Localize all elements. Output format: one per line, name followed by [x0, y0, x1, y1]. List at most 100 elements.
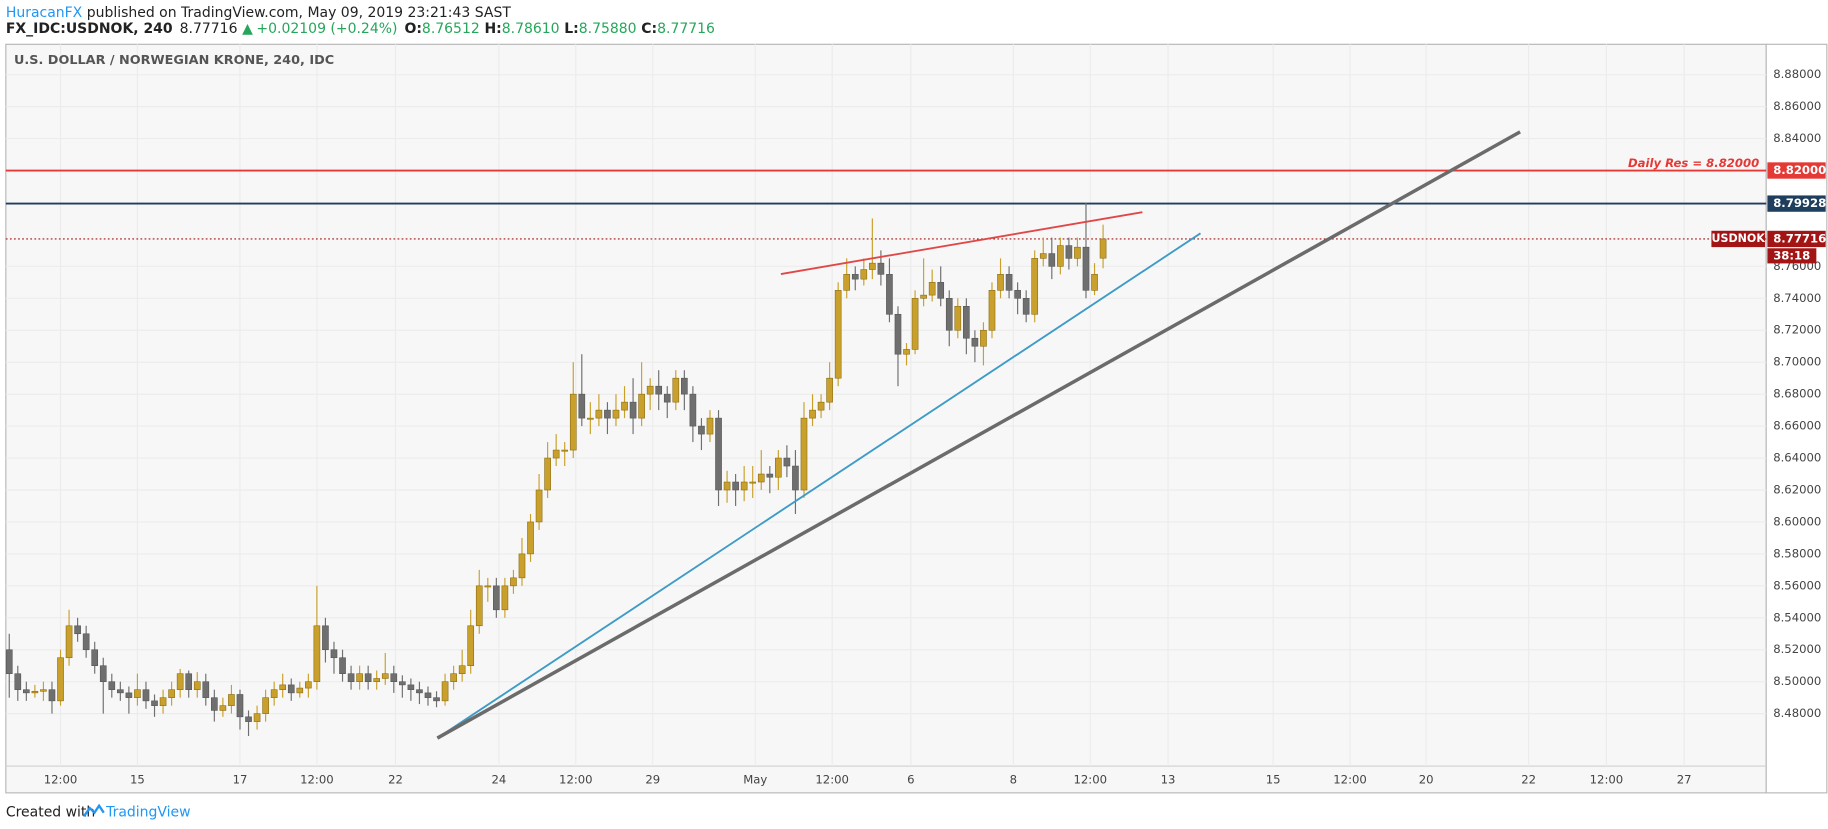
candle-body — [475, 585, 483, 627]
candle-body — [407, 684, 415, 690]
candle-body — [176, 673, 184, 690]
y-tick-label: 8.52000 — [1773, 642, 1821, 656]
x-tick-label: 22 — [1521, 773, 1536, 787]
plot-area — [5, 43, 1767, 794]
candle-body — [253, 713, 261, 722]
candle-body — [5, 649, 13, 674]
candle-body — [1074, 246, 1081, 259]
x-tick-label: 20 — [1419, 773, 1434, 787]
created-with: Created with — [6, 805, 95, 821]
candle-body — [723, 481, 731, 491]
line-annotation: Daily Res = 8.82000 — [1628, 156, 1759, 170]
ohlc-key: C: — [641, 21, 657, 37]
x-tick-label: 8 — [1010, 773, 1017, 787]
candle-body — [826, 377, 833, 403]
candle-body — [886, 274, 893, 315]
trend-line — [436, 232, 1202, 739]
candle-body — [578, 393, 586, 419]
x-tick-label: 22 — [388, 773, 403, 787]
candle-body — [971, 337, 979, 347]
candle-body — [14, 673, 22, 690]
candle-body — [134, 689, 141, 698]
candle-body — [501, 585, 509, 611]
candle-body — [1048, 253, 1056, 267]
candle-body — [800, 417, 808, 491]
candle-body — [604, 409, 611, 419]
price-box — [1767, 195, 1826, 212]
y-tick-label: 8.48000 — [1773, 706, 1821, 720]
candle-body — [458, 665, 466, 674]
candle-body — [775, 457, 782, 478]
candle-body — [911, 298, 919, 350]
y-tick-label: 8.60000 — [1773, 514, 1821, 528]
ohlc-key: O: — [404, 21, 421, 37]
y-tick-label: 8.54000 — [1773, 610, 1821, 624]
candle-body — [1065, 245, 1073, 259]
author[interactable]: HuracanFX — [6, 5, 83, 21]
candle-body — [245, 716, 252, 722]
candle-body — [894, 313, 902, 355]
axis-labels: 8.48000 8.50000 8.52000 8.54000 8.56000 8.580… — [44, 67, 1826, 786]
trend-line — [436, 130, 1521, 740]
candle-body — [569, 393, 577, 451]
candle-body — [954, 305, 962, 331]
candle-body — [749, 481, 757, 484]
candle-body — [817, 401, 825, 411]
horizontal-lines — [5, 169, 1767, 240]
x-tick-label: 12:00 — [559, 773, 593, 787]
candle-body — [441, 681, 449, 702]
candle-body — [663, 393, 671, 403]
candle-body — [766, 473, 774, 478]
candle-body — [809, 409, 816, 419]
candle-body — [997, 274, 1004, 291]
ohlc-key: H: — [484, 21, 501, 37]
candle-body — [202, 681, 210, 698]
candle-body — [1091, 274, 1098, 291]
price-box-label: 8.79928 — [1773, 196, 1826, 210]
brand[interactable]: TradingView — [105, 805, 190, 821]
candle-body — [31, 690, 39, 694]
change-arrow: ▲ — [242, 21, 253, 37]
x-tick-label: 17 — [233, 773, 248, 787]
x-tick-label: 12:00 — [300, 773, 334, 787]
candle-body — [168, 689, 175, 698]
candle-body — [834, 290, 842, 379]
candle-body — [535, 489, 543, 523]
candle-body — [672, 377, 680, 403]
y-tick-label: 8.72000 — [1773, 323, 1821, 337]
y-tick-label: 8.68000 — [1773, 387, 1821, 401]
ohlc-value: 8.78610 — [502, 21, 560, 37]
candle-body — [1099, 238, 1107, 259]
candle-body — [125, 692, 133, 698]
grid — [5, 44, 1767, 767]
candle-body — [1005, 274, 1013, 291]
candle-body — [681, 377, 688, 395]
candle-body — [937, 282, 945, 299]
candle-body — [305, 681, 312, 689]
candle-body — [988, 290, 996, 331]
x-tick-label: 12:00 — [1073, 773, 1107, 787]
price-box — [1767, 230, 1826, 248]
x-tick-label: 15 — [1266, 773, 1281, 787]
candle-body — [928, 282, 936, 296]
candle-body — [347, 673, 355, 682]
chart-title: U.S. DOLLAR / NORWEGIAN KRONE, 240, IDC — [14, 53, 334, 68]
candle-body — [484, 585, 492, 588]
ohlc-value: 8.75880 — [579, 21, 637, 37]
candle-body — [715, 417, 722, 491]
header-line: HuracanFX published on TradingView.com, … — [6, 5, 512, 21]
x-tick-label: 12:00 — [1333, 773, 1367, 787]
x-tick-label: 15 — [130, 773, 145, 787]
candle-body — [23, 689, 30, 694]
y-tick-label: 8.74000 — [1773, 291, 1821, 305]
candle-body — [706, 417, 714, 435]
candle-body — [903, 349, 910, 355]
candle-body — [236, 694, 244, 718]
candle-body — [963, 305, 970, 339]
candle-body — [920, 294, 927, 299]
candle-body — [65, 625, 73, 659]
candle-body — [330, 649, 338, 659]
candle-body — [1057, 245, 1064, 267]
candle-body — [587, 417, 594, 420]
candle-body — [108, 681, 116, 690]
